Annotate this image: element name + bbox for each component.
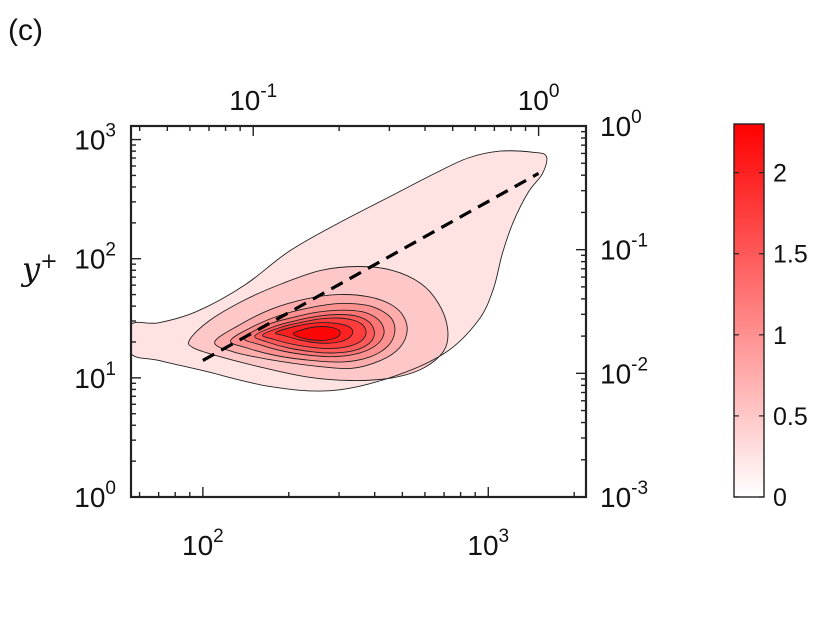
contour-line-level-2 xyxy=(187,266,449,381)
contour-line-level-5 xyxy=(244,309,385,358)
contour-line-level-7 xyxy=(262,317,367,350)
colorbar-tick-label: 1 xyxy=(773,322,787,350)
y-tick-label: 102 xyxy=(74,240,116,275)
colorbar-tick-label: 0.5 xyxy=(773,403,808,431)
colorbar-tick-label: 1.5 xyxy=(773,241,808,269)
colorbar-tick-label: 0 xyxy=(773,484,787,512)
right-tick-label: 10-3 xyxy=(600,478,648,513)
contour-lines xyxy=(131,150,548,392)
y-tick-label: 101 xyxy=(74,359,116,394)
right-tick-label: 100 xyxy=(600,107,642,142)
contour-fills xyxy=(131,150,547,392)
y-tick-label: 103 xyxy=(74,121,116,156)
axis-tick-labels: 102 103 100 101 102 103 10-1 100 10-3 10-2 10-1 100 xyxy=(74,81,648,561)
right-tick-label: 10-2 xyxy=(600,354,648,389)
contour-line-level-1 xyxy=(131,150,548,392)
colorbar-tick-label: 2 xyxy=(773,160,787,188)
x-tick-label: 103 xyxy=(467,526,509,561)
contour-line-level-3 xyxy=(214,294,408,370)
panel-label: (c) xyxy=(8,14,43,47)
colorbar xyxy=(733,123,765,498)
contour-fill-level-9 xyxy=(293,326,341,341)
contour-line-level-9 xyxy=(292,326,341,341)
colorbar-ticks: 0 0.5 1 1.5 2 xyxy=(734,160,808,512)
plot-frame xyxy=(129,124,588,499)
contour-line-level-6 xyxy=(254,314,375,354)
y-axis-label: y+ xyxy=(20,249,58,288)
contour-line-level-4 xyxy=(230,303,396,363)
right-tick-label: 10-1 xyxy=(600,231,648,266)
contour-line-level-8 xyxy=(274,322,354,344)
x-tick-label: 102 xyxy=(182,526,224,561)
top-tick-label: 100 xyxy=(518,81,560,116)
y-tick-label: 100 xyxy=(74,478,116,513)
axis-ticks xyxy=(131,125,586,498)
top-tick-label: 10-1 xyxy=(229,81,277,116)
dashed-fit-line xyxy=(202,172,540,362)
